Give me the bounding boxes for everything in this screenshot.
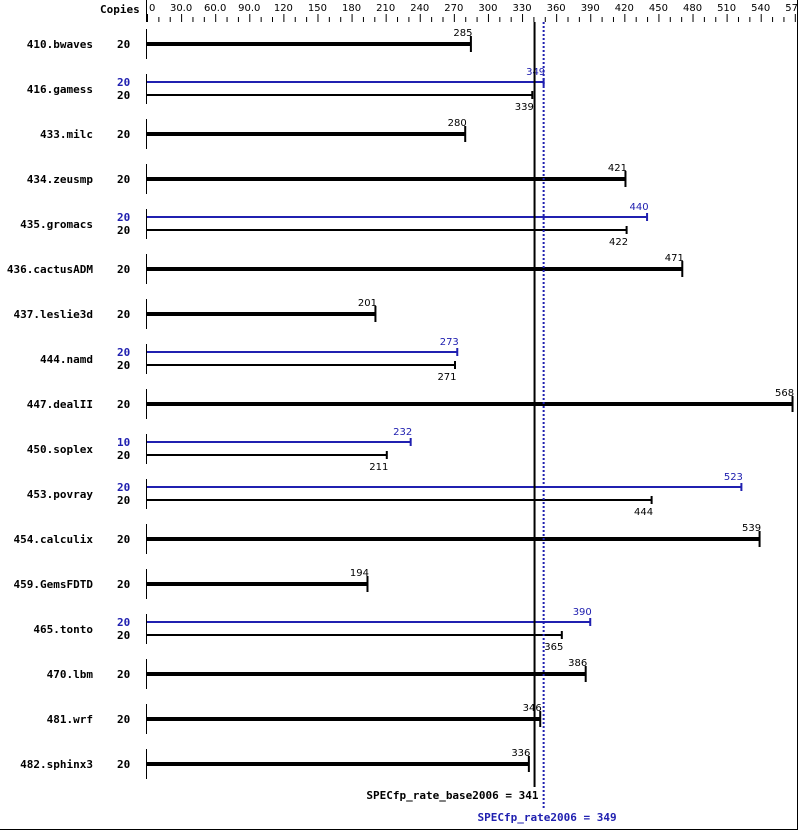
base-copies: 20 — [117, 128, 130, 141]
base-copies: 20 — [117, 494, 130, 507]
x-tick-label: 360 — [547, 3, 566, 14]
benchmark-label: 470.lbm — [47, 668, 94, 681]
x-tick-label: 480 — [683, 3, 702, 14]
base-value-label: 471 — [665, 253, 684, 264]
base-copies: 20 — [117, 713, 130, 726]
x-tick-label: 180 — [342, 3, 361, 14]
base-value-label: 339 — [515, 102, 534, 113]
base-copies: 20 — [117, 449, 130, 462]
benchmark-label: 437.leslie3d — [14, 308, 93, 321]
x-tick-label: 60.0 — [204, 3, 226, 14]
benchmark-label: 481.wrf — [47, 713, 93, 726]
x-tick-label: 450 — [649, 3, 668, 14]
peak-value-label: 232 — [393, 427, 412, 438]
benchmark-label: 434.zeusmp — [27, 173, 94, 186]
base-value-label: 346 — [523, 703, 542, 714]
peak-copies: 20 — [117, 346, 130, 359]
base-copies: 20 — [117, 668, 130, 681]
peak-value-label: 440 — [630, 202, 649, 213]
base-copies: 20 — [117, 629, 130, 642]
benchmark-label: 436.cactusADM — [7, 263, 93, 276]
base-copies: 20 — [117, 263, 130, 276]
base-value-label: 421 — [608, 163, 627, 174]
peak-copies: 20 — [117, 211, 130, 224]
base-value-label: 365 — [544, 642, 563, 653]
x-tick-label: 540 — [751, 3, 770, 14]
base-copies: 20 — [117, 758, 130, 771]
peak-value-label: 273 — [440, 337, 459, 348]
benchmark-label: 459.GemsFDTD — [14, 578, 94, 591]
x-tick-label: 30.0 — [170, 3, 192, 14]
benchmark-label: 447.dealII — [27, 398, 93, 411]
benchmark-label: 435.gromacs — [20, 218, 93, 231]
base-value-label: 568 — [775, 388, 794, 399]
benchmark-label: 450.soplex — [27, 443, 94, 456]
peak-value-label: 390 — [573, 607, 592, 618]
peak-metric-label: SPECfp_rate2006 = 349 — [478, 811, 617, 824]
benchmark-label: 433.milc — [40, 128, 93, 141]
base-copies: 20 — [117, 38, 130, 51]
base-value-label: 285 — [453, 28, 472, 39]
peak-value-label: 349 — [526, 67, 545, 78]
base-value-label: 211 — [369, 462, 388, 473]
base-value-label: 271 — [437, 372, 456, 383]
base-copies: 20 — [117, 89, 130, 102]
base-value-label: 336 — [511, 748, 530, 759]
base-value-label: 280 — [448, 118, 467, 129]
x-tick-label: 150 — [308, 3, 327, 14]
x-tick-label: 270 — [444, 3, 463, 14]
peak-copies: 10 — [117, 436, 130, 449]
benchmark-label: 416.gamess — [27, 83, 93, 96]
base-copies: 20 — [117, 308, 130, 321]
x-tick-label: 420 — [615, 3, 634, 14]
benchmark-label: 482.sphinx3 — [20, 758, 93, 771]
x-tick-label: 390 — [581, 3, 600, 14]
peak-copies: 20 — [117, 76, 130, 89]
benchmark-label: 454.calculix — [14, 533, 94, 546]
base-copies: 20 — [117, 578, 130, 591]
x-tick-label: 240 — [410, 3, 429, 14]
base-copies: 20 — [117, 224, 130, 237]
base-value-label: 422 — [609, 237, 628, 248]
base-copies: 20 — [117, 398, 130, 411]
benchmark-label: 444.namd — [40, 353, 93, 366]
x-tick-label: 330 — [512, 3, 531, 14]
base-value-label: 444 — [634, 507, 653, 518]
peak-value-label: 523 — [724, 472, 743, 483]
base-value-label: 386 — [568, 658, 587, 669]
x-tick-label: 0 — [149, 3, 155, 14]
base-value-label: 539 — [742, 523, 761, 534]
benchmark-label: 453.povray — [27, 488, 94, 501]
base-metric-label: SPECfp_rate_base2006 = 341 — [366, 789, 539, 802]
x-tick-label: 120 — [274, 3, 293, 14]
benchmark-label: 465.tonto — [33, 623, 93, 636]
x-tick-label: 210 — [376, 3, 395, 14]
benchmark-label: 410.bwaves — [27, 38, 93, 51]
base-value-label: 194 — [350, 568, 369, 579]
x-tick-label: 300 — [478, 3, 497, 14]
base-copies: 20 — [117, 359, 130, 372]
x-tick-label: 510 — [717, 3, 736, 14]
base-copies: 20 — [117, 173, 130, 186]
peak-copies: 20 — [117, 616, 130, 629]
base-value-label: 201 — [358, 298, 377, 309]
x-tick-label: 570 — [785, 3, 798, 14]
copies-header: Copies — [100, 3, 140, 16]
peak-copies: 20 — [117, 481, 130, 494]
x-tick-label: 90.0 — [238, 3, 260, 14]
base-copies: 20 — [117, 533, 130, 546]
